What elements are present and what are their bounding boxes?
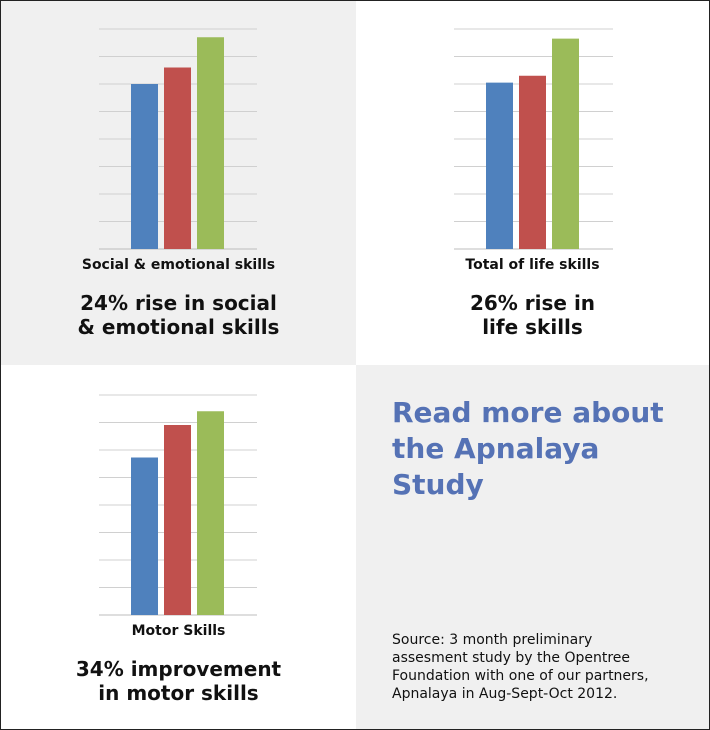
headline-motor-skills: 34% improvement in motor skills — [75, 657, 282, 705]
headline-life-skills: 26% rise in life skills — [469, 291, 596, 339]
chart-xlabel: Social & emotional skills — [81, 257, 276, 273]
panel-social-emotional: Social & emotional skills 24% rise in so… — [1, 1, 356, 365]
chart-motor-skills — [99, 394, 257, 616]
chart-bar-2 — [164, 425, 191, 615]
chart-bar-1 — [131, 457, 158, 615]
chart-bar-1 — [131, 84, 158, 249]
panel-motor-skills: Motor Skills 34% improvement in motor sk… — [1, 365, 356, 729]
chart-bar-2 — [164, 67, 191, 249]
chart-xlabel: Total of life skills — [465, 257, 600, 273]
chart-bar-3 — [197, 37, 224, 249]
chart-bar-2 — [519, 75, 546, 249]
panel-study-info: Read more about the Apnalaya Study Sourc… — [356, 365, 709, 729]
chart-bar-1 — [486, 82, 513, 249]
chart-bar-3 — [197, 411, 224, 615]
panel-life-skills: Total of life skills 26% rise in life sk… — [356, 1, 709, 365]
read-more-link[interactable]: Read more about the Apnalaya Study — [392, 396, 664, 501]
chart-xlabel: Motor Skills — [131, 623, 226, 639]
chart-social-emotional — [99, 28, 257, 250]
chart-bar-3 — [552, 38, 579, 249]
chart-life-skills — [454, 28, 613, 250]
headline-social-emotional: 24% rise in social & emotional skills — [77, 291, 280, 339]
source-note: Source: 3 month preliminary assesment st… — [392, 632, 649, 702]
